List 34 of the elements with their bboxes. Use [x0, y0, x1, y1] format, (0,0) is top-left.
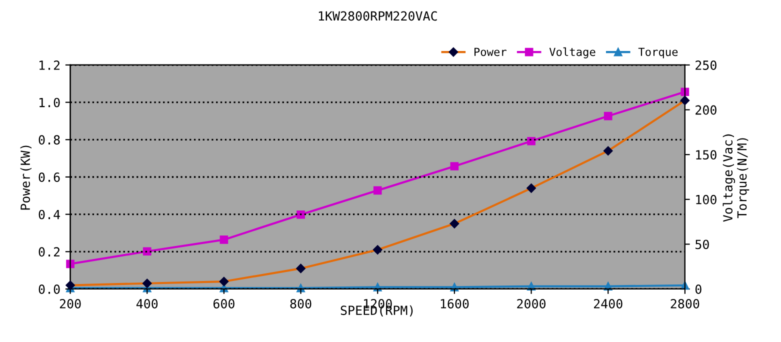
x-tick-label: 200	[60, 299, 81, 308]
x-tick-label: 2000	[517, 299, 546, 308]
y-tick-label: 0.8	[38, 135, 60, 145]
legend-label: Torque	[638, 48, 678, 58]
x-tick-label: 2800	[670, 299, 700, 308]
y-tick-label: 1.2	[39, 60, 60, 70]
x-tick-label: 1600	[440, 299, 469, 308]
y2-tick-label: 50	[696, 240, 709, 250]
point	[450, 162, 459, 170]
y2-tick-label: 0	[695, 284, 702, 294]
point	[527, 136, 536, 146]
x-tick-label: 400	[136, 299, 158, 308]
y-tick-label: 0.4	[38, 210, 60, 220]
legend-label: Power	[474, 48, 506, 56]
y2-axis-title: Voltage(Vac) Torque(N/M)	[722, 134, 750, 222]
y-tick-label: 0.0	[38, 284, 60, 294]
y-tick-label: 0.6	[38, 172, 60, 182]
y-tick-label: 0.2	[38, 247, 60, 257]
y2-tick-label: 250	[696, 60, 716, 70]
y-axis-title: Power(KW)	[20, 146, 32, 210]
legend-label: Voltage	[549, 47, 596, 58]
x-tick-label: 800	[290, 299, 312, 308]
point	[142, 247, 152, 256]
point	[296, 210, 305, 219]
x-tick-label: 2400	[594, 299, 622, 308]
x-tick-label: 600	[213, 299, 234, 308]
point	[373, 186, 382, 195]
point	[604, 112, 612, 120]
y2-tick-label: 200	[696, 105, 716, 115]
point	[220, 236, 228, 244]
y2-tick-label: 100	[696, 194, 716, 204]
y2-tick-label: 150	[696, 150, 716, 160]
y-tick-label: 1.0	[39, 98, 60, 108]
chart-title: 1KW2800RPM220VAC	[318, 11, 437, 21]
